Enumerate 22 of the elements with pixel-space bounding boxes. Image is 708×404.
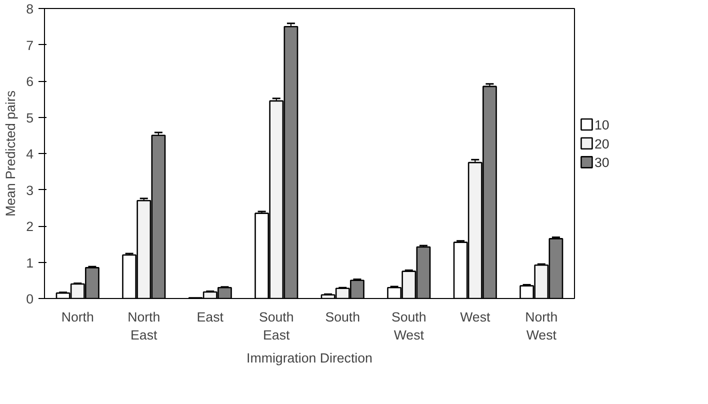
y-tick-label: 0 xyxy=(26,292,34,306)
x-tick-label: North West xyxy=(525,310,558,342)
x-tick-label: North xyxy=(61,310,94,324)
x-tick-label: South West xyxy=(391,310,426,342)
y-tick-label: 3 xyxy=(26,182,34,198)
x-axis-title: Immigration Direction xyxy=(246,350,372,366)
y-tick-label: 8 xyxy=(26,2,34,16)
x-tick-label: South East xyxy=(258,310,294,342)
y-tick-label: 7 xyxy=(26,38,34,53)
x-tick-label: South xyxy=(325,310,360,324)
legend-label: 10 xyxy=(594,118,610,132)
y-tick-label: 5 xyxy=(26,110,34,126)
y-axis-title: Mean Predicted pairs xyxy=(3,90,18,216)
x-tick-label: North East xyxy=(128,310,160,342)
x-tick-label: East xyxy=(196,310,224,324)
y-tick-label: 6 xyxy=(26,74,34,89)
y-tick-label: 4 xyxy=(26,146,34,162)
y-tick-label: 2 xyxy=(26,219,34,234)
legend-label: 20 xyxy=(594,136,610,152)
y-tick-label: 1 xyxy=(26,255,34,270)
legend-label: 30 xyxy=(594,155,610,170)
x-tick-label: West xyxy=(460,310,490,324)
